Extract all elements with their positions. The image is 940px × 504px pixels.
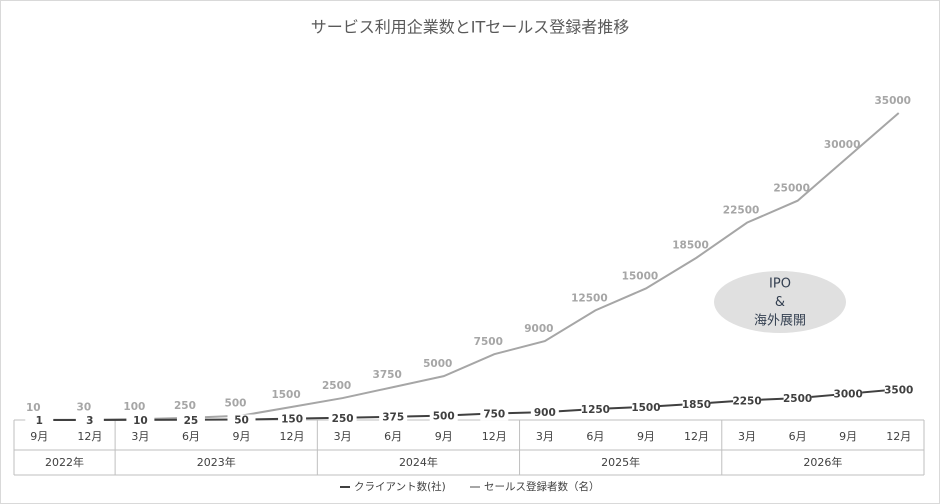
data-label: 25	[184, 415, 199, 427]
label-bg	[379, 411, 408, 424]
data-label: 1500	[631, 402, 660, 414]
data-label: 9000	[524, 323, 553, 335]
data-label: 10	[133, 415, 148, 427]
x-tick-label: 9月	[435, 430, 453, 443]
label-bg	[530, 407, 559, 420]
x-group-label: 2025年	[601, 455, 640, 469]
x-tick-label: 3月	[738, 430, 756, 443]
label-bg	[429, 410, 458, 423]
data-label: 3000	[834, 389, 863, 401]
data-label: 250	[174, 400, 196, 412]
data-label: 500	[433, 411, 455, 423]
label-bg	[682, 398, 711, 411]
label-bg	[227, 414, 256, 427]
data-label: 10	[26, 402, 41, 414]
data-label: 150	[281, 414, 303, 426]
data-label: 35000	[874, 95, 911, 107]
label-bg	[126, 414, 155, 427]
data-label: 1	[36, 415, 43, 427]
data-label: 7500	[474, 336, 503, 348]
data-label: 30000	[824, 139, 861, 151]
x-tick-label: 6月	[586, 430, 604, 443]
label-bg	[581, 404, 610, 417]
label-bg	[328, 412, 357, 425]
data-label: 100	[123, 401, 145, 413]
x-tick-label: 6月	[182, 430, 200, 443]
data-label: 750	[483, 408, 505, 420]
x-tick-label: 12月	[886, 430, 911, 443]
x-group-label: 2026年	[803, 455, 842, 469]
legend-label: セールス登録者数（名）	[484, 480, 600, 493]
data-label: 500	[225, 398, 247, 410]
data-label: 250	[332, 413, 354, 425]
x-group-label: 2024年	[399, 455, 438, 469]
annotation-text: 海外展開	[754, 314, 806, 329]
data-label: 2500	[322, 380, 351, 392]
chart-title: サービス利用企業数とITセールス登録者推移	[311, 18, 630, 37]
label-bg	[278, 413, 307, 426]
x-tick-label: 3月	[536, 430, 554, 443]
data-label: 3750	[373, 369, 402, 381]
label-bg	[834, 388, 863, 401]
data-label: 1500	[271, 389, 300, 401]
label-bg	[480, 408, 509, 421]
label-bg	[733, 395, 762, 408]
data-label: 22500	[723, 205, 760, 217]
data-label: 15000	[622, 270, 659, 282]
x-tick-label: 12月	[684, 430, 709, 443]
data-label: 18500	[672, 240, 709, 252]
annotation-text: &	[775, 295, 785, 310]
data-label: 25000	[773, 183, 810, 195]
x-tick-label: 9月	[233, 430, 251, 443]
data-label: 3500	[884, 384, 913, 396]
x-group-label: 2023年	[197, 455, 236, 469]
data-label: 5000	[423, 358, 452, 370]
data-label: 50	[234, 415, 249, 427]
x-tick-label: 6月	[384, 430, 402, 443]
x-tick-label: 9月	[637, 430, 655, 443]
data-label: 1850	[682, 399, 711, 411]
data-label: 30	[77, 402, 92, 414]
x-group-label: 2022年	[45, 455, 84, 469]
x-tick-label: 12月	[280, 430, 305, 443]
data-label: 900	[534, 407, 556, 419]
x-tick-label: 9月	[30, 430, 48, 443]
x-tick-label: 12月	[482, 430, 507, 443]
data-label: 12500	[571, 292, 608, 304]
x-tick-label: 3月	[334, 430, 352, 443]
x-tick-label: 3月	[131, 430, 149, 443]
label-bg	[25, 414, 54, 427]
annotation-text: IPO	[769, 277, 791, 292]
x-tick-label: 6月	[789, 430, 807, 443]
label-bg	[783, 393, 812, 406]
data-label: 375	[382, 412, 404, 424]
data-label: 2500	[783, 393, 812, 405]
label-bg	[631, 401, 660, 414]
data-label: 3	[86, 415, 93, 427]
label-bg	[75, 414, 104, 427]
label-bg	[884, 384, 913, 397]
legend-label: クライアント数(社)	[354, 480, 446, 493]
x-tick-label: 9月	[839, 430, 857, 443]
annotation-bubble	[714, 271, 846, 333]
data-label: 2250	[732, 395, 761, 407]
x-tick-label: 12月	[77, 430, 102, 443]
label-bg	[176, 414, 205, 427]
data-label: 1250	[581, 404, 610, 416]
